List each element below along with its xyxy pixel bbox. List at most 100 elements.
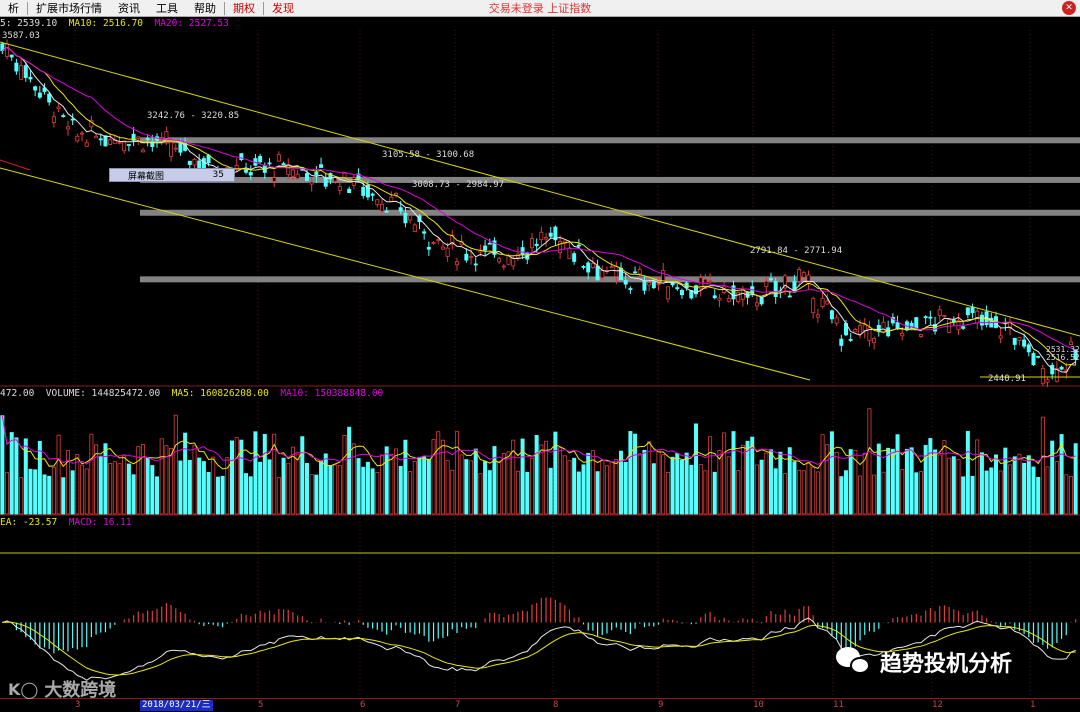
volume-bar	[998, 470, 1003, 515]
volume-bar	[234, 437, 239, 515]
candle-body	[759, 297, 764, 305]
volume-bar	[900, 469, 905, 515]
candle-body	[65, 126, 70, 130]
menu-news[interactable]: 资讯	[118, 1, 140, 15]
volume-bar	[304, 462, 309, 515]
volume-bar	[187, 459, 192, 515]
volume-bar	[169, 448, 174, 515]
candle-body	[712, 295, 717, 299]
menu-separator	[263, 1, 264, 15]
candle-body	[614, 266, 619, 278]
volume-bar	[923, 445, 928, 515]
volume-bar	[361, 466, 366, 515]
menu-discover[interactable]: 发现	[272, 1, 294, 15]
menu-analysis[interactable]: 析	[8, 1, 19, 15]
candle-body	[848, 338, 853, 341]
volume-bar	[281, 457, 286, 515]
volume-bar	[951, 456, 956, 515]
volume-bar	[722, 432, 727, 515]
volume-bar	[47, 475, 52, 515]
volume-bar	[1036, 476, 1041, 515]
candle-body	[19, 65, 24, 80]
candle-body	[370, 193, 375, 196]
candle-body	[28, 76, 33, 80]
candle-body	[1054, 368, 1059, 382]
candle-body	[853, 329, 858, 333]
volume-header: 472.00 VOLUME: 144825472.00 MA5: 1608262…	[0, 388, 383, 400]
candle-body	[192, 158, 197, 166]
menu-tools[interactable]: 工具	[156, 1, 178, 15]
candle-body	[783, 275, 788, 289]
volume-bar	[112, 461, 117, 515]
volume-bar	[211, 456, 216, 515]
candle-body	[862, 324, 867, 332]
candle-body	[197, 160, 202, 169]
volume-bar	[787, 447, 792, 515]
menu-options[interactable]: 期权	[233, 1, 255, 15]
candle-body	[37, 92, 42, 98]
volume-bar	[965, 430, 970, 515]
candle-body	[736, 292, 741, 302]
candle-body	[637, 268, 642, 275]
volume-bar	[1068, 475, 1073, 515]
volume-bar	[558, 447, 563, 515]
menu-help[interactable]: 帮助	[194, 1, 216, 15]
volume-bar	[731, 431, 736, 515]
candle-body	[679, 290, 684, 296]
candle-body	[1036, 355, 1041, 358]
volume-bar	[848, 449, 853, 515]
volume-bar	[614, 458, 619, 515]
volume-bar	[1064, 474, 1069, 515]
volume-bar	[783, 473, 788, 515]
candle-body	[379, 203, 384, 212]
volume-bar	[244, 473, 249, 515]
volume-bar	[178, 460, 183, 515]
volume-bar	[581, 464, 586, 515]
candle-body	[431, 242, 436, 244]
candle-body	[23, 65, 28, 78]
volume-bar	[483, 461, 488, 515]
candle-body	[464, 253, 469, 261]
candle-body	[408, 215, 413, 221]
candle-body	[103, 135, 108, 147]
volume-bar	[670, 456, 675, 515]
volume-bar	[886, 447, 891, 515]
close-icon[interactable]: ✕	[1062, 1, 1076, 15]
candle-body	[717, 297, 722, 301]
volume-bar	[155, 476, 160, 515]
volume-bar	[909, 447, 914, 515]
volume-bar	[33, 469, 38, 515]
menu-extended-market[interactable]: 扩展市场行情	[36, 1, 102, 15]
macd-dif-line	[2, 617, 1076, 681]
volume-bar	[970, 475, 975, 515]
volume-bar	[745, 440, 750, 515]
volume-bar	[956, 459, 961, 515]
candle-body	[708, 280, 713, 282]
volume-bar	[806, 462, 811, 515]
candle-body	[337, 186, 342, 191]
volume-bar	[0, 415, 5, 515]
volume-bar	[764, 452, 769, 515]
candle-body	[61, 115, 66, 117]
candle-body	[501, 265, 506, 268]
candle-body	[487, 242, 492, 245]
volume-bar	[164, 445, 169, 515]
volume-bar	[248, 476, 253, 515]
resistance-band	[140, 209, 1080, 216]
volume-bar	[365, 461, 370, 515]
volume-bar	[933, 449, 938, 515]
volume-bar	[792, 461, 797, 515]
volume-bar	[9, 432, 14, 515]
volume-ma5-value: MA5: 160826208.00	[171, 388, 269, 399]
candle-body	[1031, 353, 1036, 366]
candle-body	[792, 281, 797, 293]
volume-bar	[14, 437, 19, 515]
volume-bar	[215, 476, 220, 515]
volume-bar	[914, 472, 919, 515]
screenshot-tooltip[interactable]: 屏幕截图 35	[109, 168, 235, 182]
volume-bar	[947, 457, 952, 515]
volume-bar	[1022, 462, 1027, 515]
candle-body	[764, 280, 769, 287]
candle-body	[9, 54, 14, 58]
